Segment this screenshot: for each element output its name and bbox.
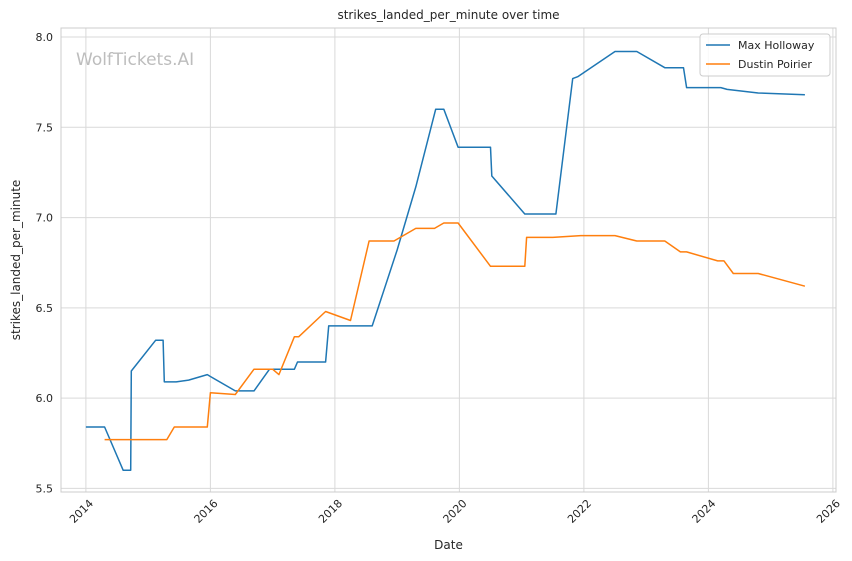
chart-title: strikes_landed_per_minute over time — [337, 8, 559, 22]
x-tick-label: 2020 — [441, 497, 470, 526]
y-tick-label: 8.0 — [36, 31, 54, 44]
series-line-dustin-poirier — [104, 222, 806, 441]
watermark-text: WolfTickets.AI — [76, 50, 194, 70]
x-tick-label: 2018 — [316, 497, 345, 526]
legend-label: Max Holloway — [738, 39, 815, 52]
series-line-max-holloway — [85, 50, 805, 472]
y-tick-label: 7.0 — [36, 212, 54, 225]
y-tick-label: 7.5 — [36, 121, 54, 134]
x-axis-ticks: 2014 2016 2018 2020 2022 2024 2026 — [67, 497, 843, 526]
y-tick-label: 6.0 — [36, 392, 54, 405]
y-tick-label: 6.5 — [36, 302, 54, 315]
x-tick-label: 2022 — [565, 497, 594, 526]
legend: Max Holloway Dustin Poirier — [699, 33, 831, 77]
gridlines — [61, 28, 836, 492]
legend-frame — [699, 33, 831, 77]
legend-label: Dustin Poirier — [738, 58, 812, 71]
y-axis-ticks: 5.5 6.0 6.5 7.0 7.5 8.0 — [36, 31, 54, 495]
x-tick-label: 2016 — [192, 497, 221, 526]
x-tick-label: 2014 — [67, 497, 96, 526]
y-axis-label: strikes_landed_per_minute — [9, 180, 23, 341]
x-tick-label: 2026 — [814, 497, 843, 526]
x-tick-label: 2024 — [690, 497, 719, 526]
x-axis-label: Date — [434, 538, 463, 552]
y-tick-label: 5.5 — [36, 482, 54, 495]
plot-frame — [60, 27, 837, 493]
series-layer — [85, 50, 806, 472]
